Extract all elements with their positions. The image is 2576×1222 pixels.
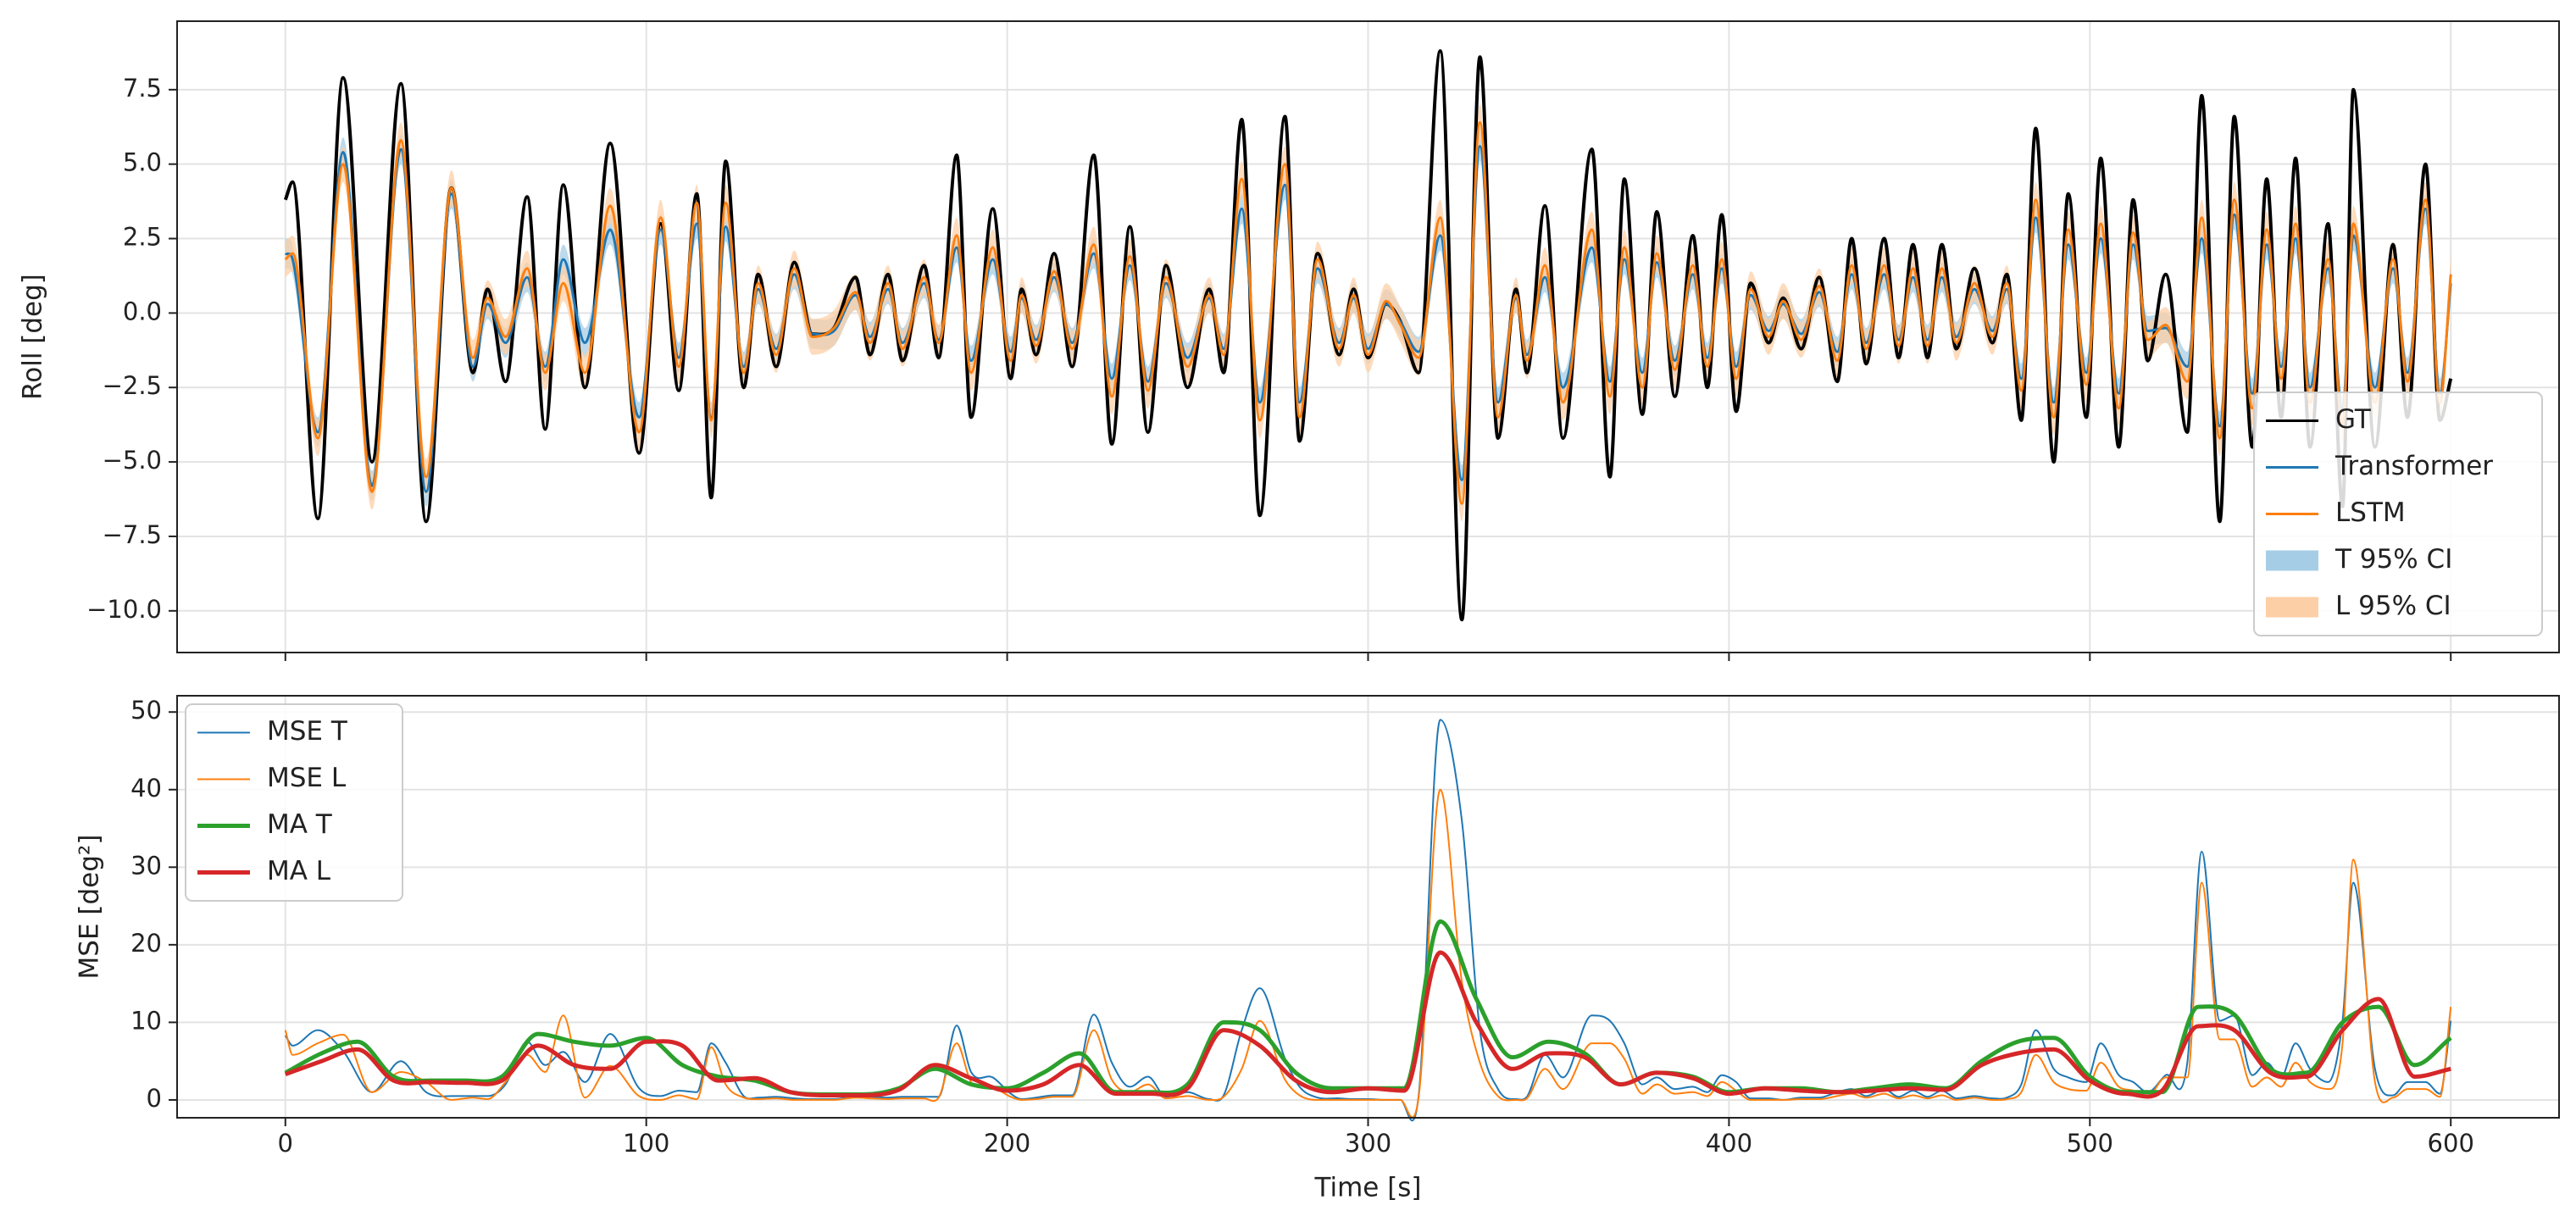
y-tick-label: 20: [130, 929, 162, 958]
legend-label: GT: [2335, 404, 2372, 435]
y-tick-label: 2.5: [123, 223, 162, 252]
y-tick-label: 10: [130, 1006, 162, 1035]
legend-label: L 95% CI: [2335, 591, 2451, 621]
y-tick-label: 7.5: [123, 74, 162, 103]
y-tick-label: 50: [130, 696, 162, 725]
y-tick-label: 0: [147, 1084, 162, 1113]
x-axis-label: Time [s]: [1313, 1173, 1421, 1203]
series-line: [284, 121, 2452, 505]
legend-box: [2253, 392, 2543, 636]
y-tick-label: 30: [130, 851, 162, 880]
y-tick-label: −5.0: [103, 446, 162, 475]
x-tick-label: 400: [1706, 1129, 1752, 1158]
y-axis-label: Roll [deg]: [18, 274, 48, 400]
y-axis-label: MSE [deg²]: [75, 835, 105, 980]
legend-box: [185, 703, 403, 902]
legend-label: MA T: [267, 809, 333, 840]
x-tick-label: 300: [1345, 1129, 1391, 1158]
y-tick-label: 5.0: [123, 148, 162, 177]
legend-label: T 95% CI: [2334, 544, 2452, 575]
legend-label: MSE L: [267, 763, 347, 793]
axes-frame: [176, 20, 2560, 653]
x-tick-label: 0: [278, 1129, 293, 1158]
y-tick-label: 0.0: [123, 297, 162, 325]
legend: GT Transformer LSTM T 95% CI L 95% CI: [2253, 392, 2543, 636]
y-tick-label: −7.5: [103, 520, 162, 549]
y-tick-label: −2.5: [103, 371, 162, 400]
legend-label: MSE T: [267, 716, 348, 747]
legend: MSE T MSE L MA T MA L: [185, 703, 403, 902]
x-tick-label: 600: [2428, 1129, 2474, 1158]
legend-swatch: [2266, 597, 2318, 618]
x-tick-label: 500: [2067, 1129, 2113, 1158]
legend-swatch: [2266, 550, 2318, 571]
legend-label: Transformer: [2334, 451, 2493, 481]
y-tick-label: −10.0: [86, 595, 162, 624]
subplot: −10.0 −7.5 −5.0 −2.5 0.0 2.5 5.0 7.5 Roll [deg] G…: [18, 20, 2560, 661]
legend-label: LSTM: [2335, 497, 2406, 528]
series-line: [284, 950, 2451, 1099]
x-tick-label: 200: [984, 1129, 1030, 1158]
axes-frame: [176, 695, 2560, 1119]
x-tick-label: 100: [623, 1129, 669, 1158]
legend-label: MA L: [267, 856, 331, 886]
y-tick-label: 40: [130, 774, 162, 803]
